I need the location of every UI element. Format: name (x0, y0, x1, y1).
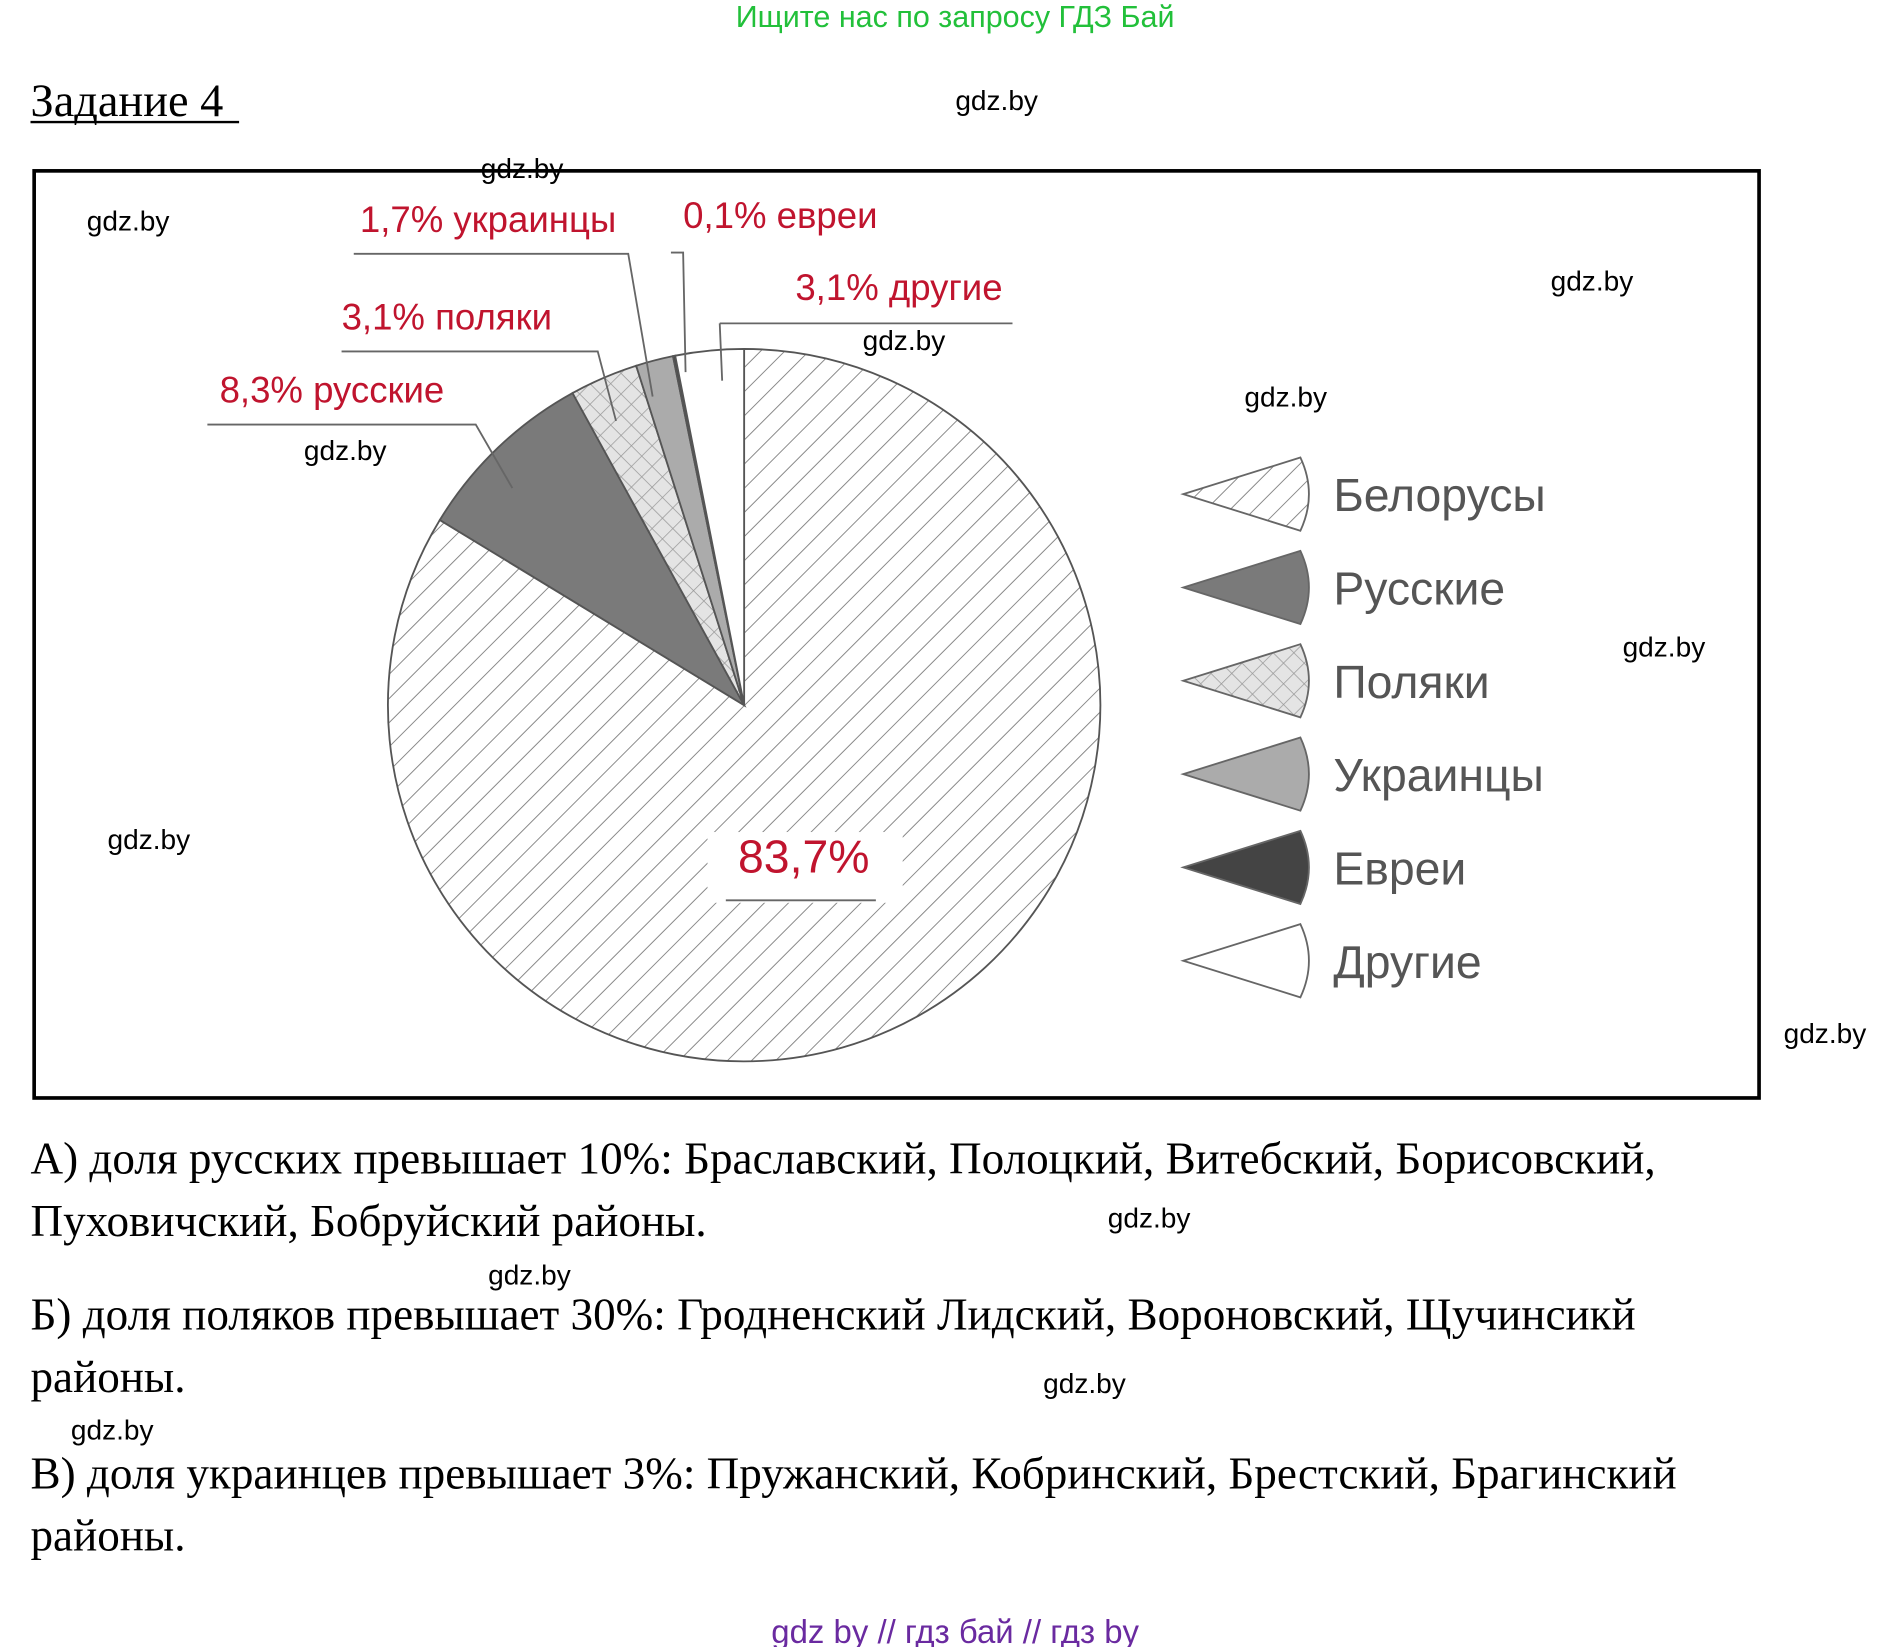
watermark: gdz.by (1784, 1018, 1867, 1049)
legend-swatch (1180, 549, 1310, 626)
watermark: gdz.by (481, 153, 564, 184)
label-backdrop (707, 832, 903, 903)
leader-line (207, 423, 514, 489)
watermark: gdz.by (108, 824, 191, 855)
task-title: Задание 4 (30, 76, 223, 127)
answer-line: А) доля русских превышает 10%: Браславск… (30, 1134, 1655, 1184)
answers: А) доля русских превышает 10%: Браславск… (30, 1134, 1676, 1561)
pie-slice (674, 348, 746, 706)
watermark: gdz.by (863, 325, 946, 356)
watermark: gdz.by (1244, 381, 1327, 412)
watermark: gdz.by (1108, 1202, 1191, 1233)
answer-line: В) доля украинцев превышает 3%: Пружанск… (30, 1448, 1676, 1498)
banner: Ищите нас по запросу ГДЗ Бай (736, 0, 1175, 34)
watermark: gdz.by (87, 206, 170, 237)
leader-line (353, 252, 654, 397)
value-label: 3,1% другие (795, 267, 1002, 308)
leader-line (670, 251, 687, 373)
leader-line (718, 322, 1013, 381)
pie-slice (438, 391, 747, 708)
answer-line: Б) доля поляков превышает 30%: Гродненск… (30, 1290, 1635, 1340)
legend-swatch (1180, 923, 1310, 999)
legend-swatch (1180, 643, 1310, 719)
legend-label: Другие (1333, 936, 1481, 988)
value-label: 8,3% русские (220, 370, 445, 411)
watermark: gdz.by (304, 435, 387, 466)
pie-chart: 83,7% 8,3% русские 3,1% поляки 1,7% украинц… (207, 195, 1546, 1063)
value-label: 83,7% (738, 830, 869, 882)
legend-label: Русские (1333, 563, 1505, 615)
legend-label: Украинцы (1333, 749, 1544, 801)
answer-line: районы. (30, 1352, 185, 1402)
legend-label: Евреи (1333, 842, 1466, 894)
answer-line: районы. (30, 1511, 185, 1561)
leader-line (341, 350, 617, 422)
watermark: gdz.by (1551, 265, 1634, 296)
value-label: 1,7% украинцы (360, 199, 616, 240)
watermark: gdz.by (488, 1260, 571, 1291)
watermark: gdz.by (1623, 631, 1706, 662)
legend-swatch (1180, 829, 1310, 906)
value-label: 0,1% евреи (683, 195, 877, 236)
chart-frame (32, 169, 1761, 1100)
footer: gdz by // гдз бай // гдз by (771, 1613, 1139, 1647)
answer-line: Пуховичский, Бобруйский районы. (30, 1196, 706, 1246)
watermark: gdz.by (71, 1415, 154, 1446)
legend-label: Белорусы (1333, 469, 1545, 521)
legend-label: Поляки (1333, 656, 1489, 708)
legend-swatch (1180, 736, 1310, 812)
value-label: 3,1% поляки (342, 296, 552, 337)
legend-swatch (1180, 456, 1310, 532)
watermark: gdz.by (955, 85, 1038, 116)
watermark: gdz.by (1043, 1368, 1126, 1399)
